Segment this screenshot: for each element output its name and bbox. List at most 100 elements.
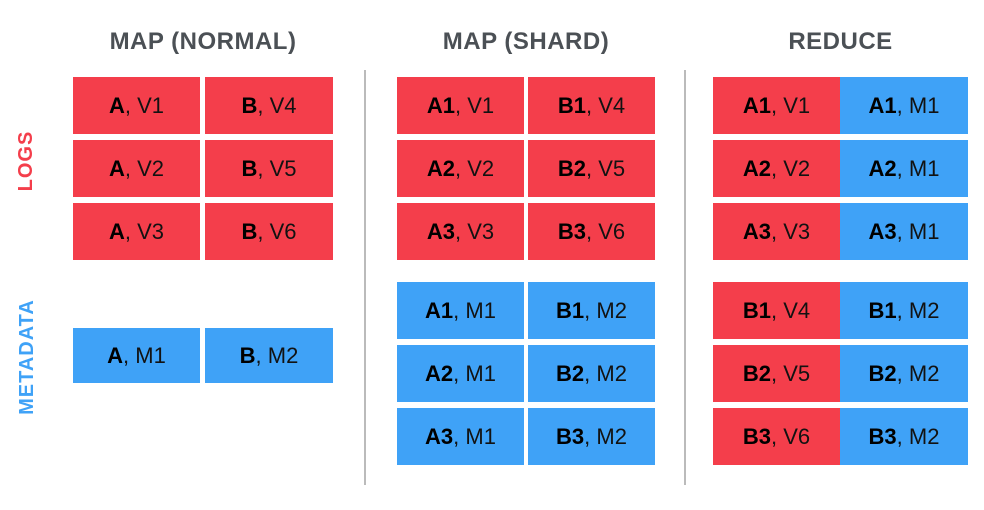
cell-key: B2 [557, 155, 586, 181]
map-shard-metadata-cell: B1, M2 [528, 282, 655, 339]
cell-value: , M2 [584, 360, 627, 386]
map-shard-log-cell: A2, V2 [397, 140, 524, 197]
cell-value: , V2 [770, 155, 811, 181]
cell-key: A2 [426, 155, 455, 181]
cell-value: , M2 [896, 297, 940, 323]
reduce-log-cell: A2, V2 [713, 140, 840, 197]
reduce-metadata-cell: B2, M2 [840, 345, 968, 402]
cell-value: , V1 [124, 92, 165, 118]
cell-key: B3 [868, 423, 897, 449]
cell-value: , V1 [770, 92, 811, 118]
cell-value: , V6 [257, 218, 297, 244]
reduce-log-cell: B2, V5 [713, 345, 840, 402]
cell-value: , M1 [453, 360, 496, 386]
metadata-row-label: METADATA [16, 299, 38, 415]
cell-key: A2 [868, 155, 897, 181]
cell-value: , M1 [896, 155, 940, 181]
column-divider-left [364, 70, 366, 485]
column-title-reduce: REDUCE [788, 28, 893, 55]
cell-key: B3 [742, 423, 771, 449]
cell-key: A3 [742, 218, 771, 244]
cell-key: B [239, 342, 256, 368]
cell-key: B [241, 155, 258, 181]
map-normal-log-cell: B, V4 [205, 77, 333, 134]
column-title-map-normal: MAP (NORMAL) [109, 28, 297, 55]
cell-value: , M2 [584, 423, 627, 449]
map-normal-log-cell: A, V2 [73, 140, 200, 197]
cell-value: , V3 [770, 218, 811, 244]
cell-value: , M1 [453, 297, 496, 323]
reduce-metadata-cell: B3, M2 [840, 408, 968, 465]
cell-value: , M2 [896, 360, 940, 386]
cell-value: , M1 [123, 342, 166, 368]
cell-value: , V5 [257, 155, 297, 181]
cell-key: A1 [742, 92, 771, 118]
cell-value: , V3 [454, 218, 495, 244]
cell-key: B [241, 218, 258, 244]
map-shard-metadata-cell: A1, M1 [397, 282, 524, 339]
cell-key: A [108, 155, 125, 181]
cell-value: , M1 [896, 92, 940, 118]
map-shard-metadata-cell: A3, M1 [397, 408, 524, 465]
map-shard-log-cell: B1, V4 [528, 77, 655, 134]
map-shard-metadata-cell: B3, M2 [528, 408, 655, 465]
cell-key: B1 [556, 297, 585, 323]
cell-key: A3 [868, 218, 897, 244]
cell-key: A1 [868, 92, 897, 118]
reduce-log-cell: B1, V4 [713, 282, 840, 339]
logs-row-label: LOGS [15, 130, 37, 192]
reduce-log-cell: A1, V1 [713, 77, 840, 134]
cell-value: , V2 [124, 155, 165, 181]
cell-value: , V4 [770, 297, 811, 323]
cell-key: B1 [557, 92, 586, 118]
map-shard-log-cell: B2, V5 [528, 140, 655, 197]
cell-value: , M2 [255, 342, 299, 368]
cell-value: , V6 [770, 423, 811, 449]
cell-value: , V3 [124, 218, 165, 244]
cell-key: A2 [425, 360, 454, 386]
cell-value: , M1 [896, 218, 940, 244]
cell-key: B [241, 92, 258, 118]
map-normal-log-cell: A, V3 [73, 203, 200, 260]
cell-key: B2 [868, 360, 897, 386]
map-shard-log-cell: A3, V3 [397, 203, 524, 260]
map-normal-log-cell: B, V6 [205, 203, 333, 260]
cell-key: B1 [868, 297, 897, 323]
column-divider-right [684, 70, 686, 485]
reduce-metadata-cell: A3, M1 [840, 203, 968, 260]
cell-key: B1 [742, 297, 771, 323]
map-shard-log-cell: A1, V1 [397, 77, 524, 134]
cell-value: , M1 [453, 423, 496, 449]
map-normal-metadata-cell: B, M2 [205, 328, 333, 383]
reduce-log-cell: B3, V6 [713, 408, 840, 465]
cell-key: A1 [425, 297, 454, 323]
cell-value: , V5 [585, 155, 626, 181]
reduce-metadata-cell: A1, M1 [840, 77, 968, 134]
cell-value: , V6 [585, 218, 626, 244]
cell-key: B3 [556, 423, 585, 449]
reduce-log-cell: A3, V3 [713, 203, 840, 260]
cell-value: , V4 [257, 92, 297, 118]
cell-value: , V4 [585, 92, 626, 118]
cell-key: A [107, 342, 124, 368]
cell-value: , V2 [454, 155, 495, 181]
map-normal-log-cell: A, V1 [73, 77, 200, 134]
cell-key: B2 [742, 360, 771, 386]
map-shard-log-cell: B3, V6 [528, 203, 655, 260]
cell-key: A3 [425, 423, 454, 449]
map-normal-log-cell: B, V5 [205, 140, 333, 197]
map-normal-metadata-cell: A, M1 [73, 328, 200, 383]
cell-key: B3 [557, 218, 586, 244]
cell-value: , M2 [896, 423, 940, 449]
reduce-metadata-cell: B1, M2 [840, 282, 968, 339]
cell-value: , V5 [770, 360, 811, 386]
column-title-map-shard: MAP (SHARD) [442, 28, 610, 55]
cell-key: A [108, 92, 125, 118]
cell-key: B2 [556, 360, 585, 386]
reduce-metadata-cell: A2, M1 [840, 140, 968, 197]
cell-key: A3 [426, 218, 455, 244]
cell-value: , M2 [584, 297, 627, 323]
cell-key: A1 [426, 92, 455, 118]
map-shard-metadata-cell: A2, M1 [397, 345, 524, 402]
